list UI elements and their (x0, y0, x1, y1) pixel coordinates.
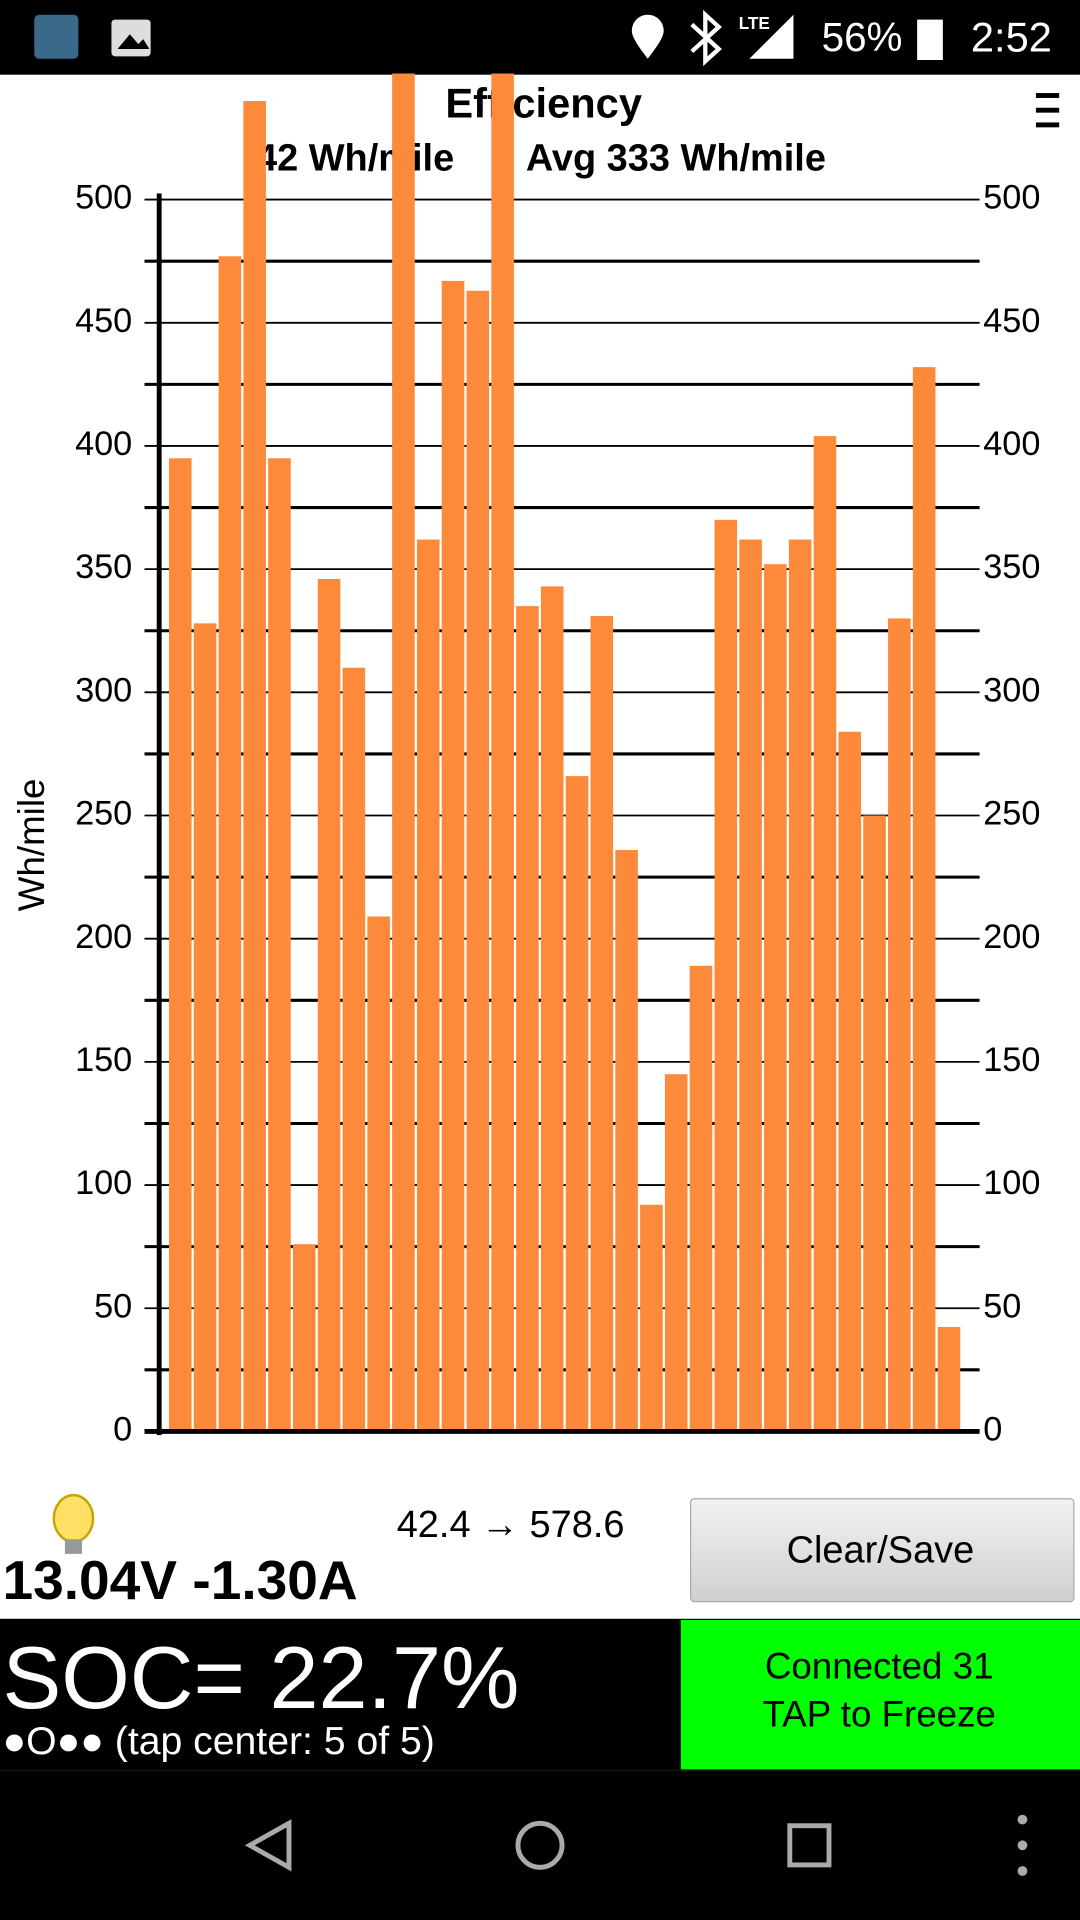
bar (342, 667, 366, 1432)
more-dot[interactable] (1017, 1866, 1028, 1876)
bar (664, 1074, 688, 1432)
bar (441, 280, 465, 1432)
y-tick-label: 300 (75, 671, 132, 709)
clear-save-button[interactable] (690, 1498, 1075, 1603)
bar (590, 615, 614, 1432)
y2-tick-label: 450 (983, 302, 1040, 340)
y2-tick-label: 250 (983, 795, 1040, 833)
y2-tick-label: 100 (983, 1164, 1040, 1202)
bar (392, 73, 415, 1432)
location-icon (631, 14, 664, 59)
bulb-base (64, 1539, 83, 1554)
button-label[interactable]: Clear/Save (787, 1530, 975, 1572)
bluetooth-icon (690, 9, 722, 67)
bar (640, 1204, 663, 1432)
y-tick-label: 200 (75, 918, 132, 956)
bulb-glass (52, 1493, 95, 1543)
chart: Efficiency 42 Wh/mile Avg 333 Wh/mile Wh… (11, 73, 1040, 1448)
bar (565, 776, 589, 1432)
bar (317, 578, 341, 1432)
recents-button[interactable] (787, 1823, 832, 1868)
bar (838, 731, 862, 1432)
bar (714, 519, 738, 1432)
more-dot[interactable] (1017, 1840, 1028, 1851)
home-button[interactable] (515, 1820, 565, 1870)
y2-tick-label: 0 (983, 1410, 1002, 1448)
app-icon (34, 14, 79, 59)
y-tick-label: 400 (75, 425, 132, 463)
bar (888, 618, 911, 1432)
navigation-bar (0, 1770, 1080, 1920)
current-efficiency: 42 Wh/mile (256, 137, 454, 179)
y-tick-label: 50 (94, 1287, 132, 1325)
menu-icon[interactable] (1035, 93, 1060, 128)
bar (788, 539, 812, 1432)
bulb-icon (52, 1493, 95, 1554)
y2-tick-label: 300 (983, 671, 1040, 709)
network-label: LTE (739, 13, 770, 33)
y-tick-label: 150 (75, 1041, 132, 1079)
menu-bar[interactable] (1035, 93, 1060, 98)
battery-icon (917, 19, 943, 61)
bar (168, 458, 192, 1432)
range-label: 42.4 → 578.6 (397, 1504, 625, 1546)
menu-bar[interactable] (1035, 122, 1060, 128)
bar (367, 916, 390, 1432)
bar (689, 965, 713, 1432)
more-dot[interactable] (1017, 1814, 1028, 1825)
y-tick-label: 100 (75, 1164, 132, 1202)
y-tick-label: 350 (75, 548, 132, 586)
status-bar (0, 0, 1080, 75)
connection-status[interactable]: Connected 31 (765, 1646, 994, 1687)
connection-button[interactable] (680, 1620, 1080, 1770)
y2-tick-label: 500 (983, 179, 1040, 217)
freeze-hint[interactable]: TAP to Freeze (763, 1693, 996, 1734)
bar (516, 606, 539, 1432)
chart-title: Efficiency (445, 80, 642, 127)
bars (168, 73, 961, 1432)
voltage-current: 13.04V -1.30A (2, 1549, 357, 1611)
back-button[interactable] (244, 1819, 292, 1872)
y2-tick-label: 350 (983, 548, 1040, 586)
bar (813, 436, 837, 1432)
bar (466, 290, 490, 1432)
menu-bar[interactable] (1035, 107, 1060, 113)
y-tick-label: 250 (75, 795, 132, 833)
bar (193, 623, 217, 1432)
bar (292, 1244, 316, 1432)
bar (491, 73, 514, 1432)
clock: 2:52 (971, 13, 1052, 60)
bar (739, 539, 762, 1432)
bar (540, 586, 564, 1432)
bar (416, 539, 440, 1432)
bar (764, 564, 787, 1432)
bar (912, 367, 936, 1432)
y-tick-label: 500 (75, 179, 132, 217)
bar (218, 256, 242, 1432)
signal-icon (749, 14, 794, 59)
image-icon-glyph (117, 34, 150, 49)
bar (243, 101, 266, 1432)
bar (863, 815, 886, 1432)
y-tick-label: 0 (113, 1410, 132, 1448)
y2-tick-label: 50 (983, 1287, 1021, 1325)
bar (937, 1326, 961, 1432)
y-tick-label: 450 (75, 302, 132, 340)
y2-tick-label: 400 (983, 425, 1040, 463)
y-axis-label: Wh/mile (11, 779, 52, 912)
soc-readout: SOC= 22.7% (2, 1628, 519, 1727)
y2-tick-label: 150 (983, 1041, 1040, 1079)
battery-percent: 56% (822, 14, 903, 60)
average-efficiency: Avg 333 Wh/mile (526, 137, 826, 179)
bar (268, 458, 291, 1432)
y2-tick-label: 200 (983, 918, 1040, 956)
bar (615, 850, 638, 1432)
page-indicator: ●O●● (tap center: 5 of 5) (2, 1720, 434, 1763)
